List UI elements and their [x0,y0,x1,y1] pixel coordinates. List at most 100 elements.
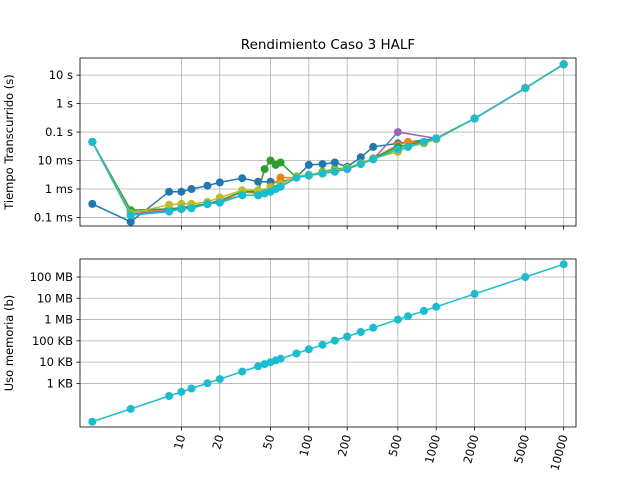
series-line [91,63,565,223]
data-point [559,60,568,69]
data-point [126,404,135,413]
data-point [419,137,428,146]
data-point [215,375,224,384]
data-point [165,392,174,400]
data-point [343,332,352,341]
memory-chart: 1 KB 10 KB 100 KB 1 MB 10 MB 100 MB Uso memori… [2,258,577,472]
data-point [404,312,412,321]
data-point [165,207,174,216]
data-point [330,167,339,176]
data-point [521,273,530,281]
y-tick-label: 10 ms [38,154,73,168]
series-line [91,63,565,215]
data-point [292,173,301,182]
data-point [254,191,263,200]
data-point [165,187,174,196]
data-point [238,367,247,376]
y-tick-label: 1 s [56,97,73,111]
data-point [238,174,247,183]
data-point [304,160,313,169]
data-point [369,323,378,332]
data-point [88,137,97,146]
series-line [91,63,565,211]
data-point [215,178,224,187]
data-point [215,198,224,207]
x-tick-label: 1000 [422,433,443,465]
series-line [91,63,565,216]
data-point [187,185,196,193]
x-tick-label: 10000 [548,433,571,472]
x-tick-label: 200 [335,433,354,458]
time-chart: 0.1 ms 1 ms 10 ms 0.1 s 1 s 10 s Tiempo Transc… [2,37,577,230]
axes-frame [79,57,577,227]
y-tick-label: 100 MB [30,270,74,284]
data-point [419,306,428,315]
y-axis-label: Tiempo Transcurrido (s) [2,74,16,211]
data-point [470,114,479,123]
data-point [304,171,313,180]
data-point [203,181,212,190]
x-tick-label: 2000 [460,433,481,465]
x-tick-label: 50 [260,433,277,451]
data-point [393,315,402,324]
y-tick-label: 1 MB [44,313,73,327]
data-point [177,187,186,196]
chart-title: Rendimiento Caso 3 HALF [241,37,415,53]
data-point [356,153,365,162]
data-point [369,142,378,151]
data-point [187,384,196,393]
data-point [304,345,313,354]
data-point [404,142,412,151]
y-tick-label: 1 KB [47,376,74,390]
data-point [88,417,97,426]
data-point [432,134,441,143]
data-point [126,211,135,220]
y-tick-label: 1 ms [45,182,73,196]
x-tick-label: 100 [297,433,316,458]
data-point [238,191,247,200]
data-point [126,217,135,226]
data-point [369,155,378,164]
data-point [266,156,275,165]
data-point [177,204,186,213]
data-point [393,128,402,137]
y-tick-label: 10 MB [37,291,73,305]
data-point [88,199,97,208]
data-point [276,182,285,191]
data-point [521,84,530,93]
data-point [393,145,402,154]
data-point [187,204,196,213]
data-point [292,349,301,358]
x-tick-label: 20 [209,433,226,451]
data-point [260,165,269,174]
data-point [356,160,365,169]
data-point [356,328,365,336]
series-line [91,63,565,214]
y-axis-label: Uso memoria (b) [2,295,16,392]
axes-frame [79,258,577,428]
data-point [276,354,285,363]
data-point [318,169,327,178]
data-point [203,199,212,208]
y-tick-label: 10 s [49,68,73,82]
x-tick-label: 10 [171,433,188,451]
data-point [432,302,441,311]
data-point [276,158,285,167]
data-point [470,289,479,298]
x-tick-label: 500 [386,433,405,458]
data-point [318,160,327,169]
y-tick-label: 10 KB [39,355,73,369]
data-point [330,336,339,345]
data-point [318,340,327,349]
data-point [343,165,352,174]
data-point [559,260,568,269]
y-tick-label: 0.1 ms [34,210,73,224]
data-point [254,362,263,371]
data-point [330,158,339,167]
y-tick-label: 100 KB [32,334,73,348]
series-line [92,263,564,423]
data-point [203,379,212,388]
x-tick-label: 5000 [511,433,532,465]
y-tick-label: 0.1 s [45,125,73,139]
